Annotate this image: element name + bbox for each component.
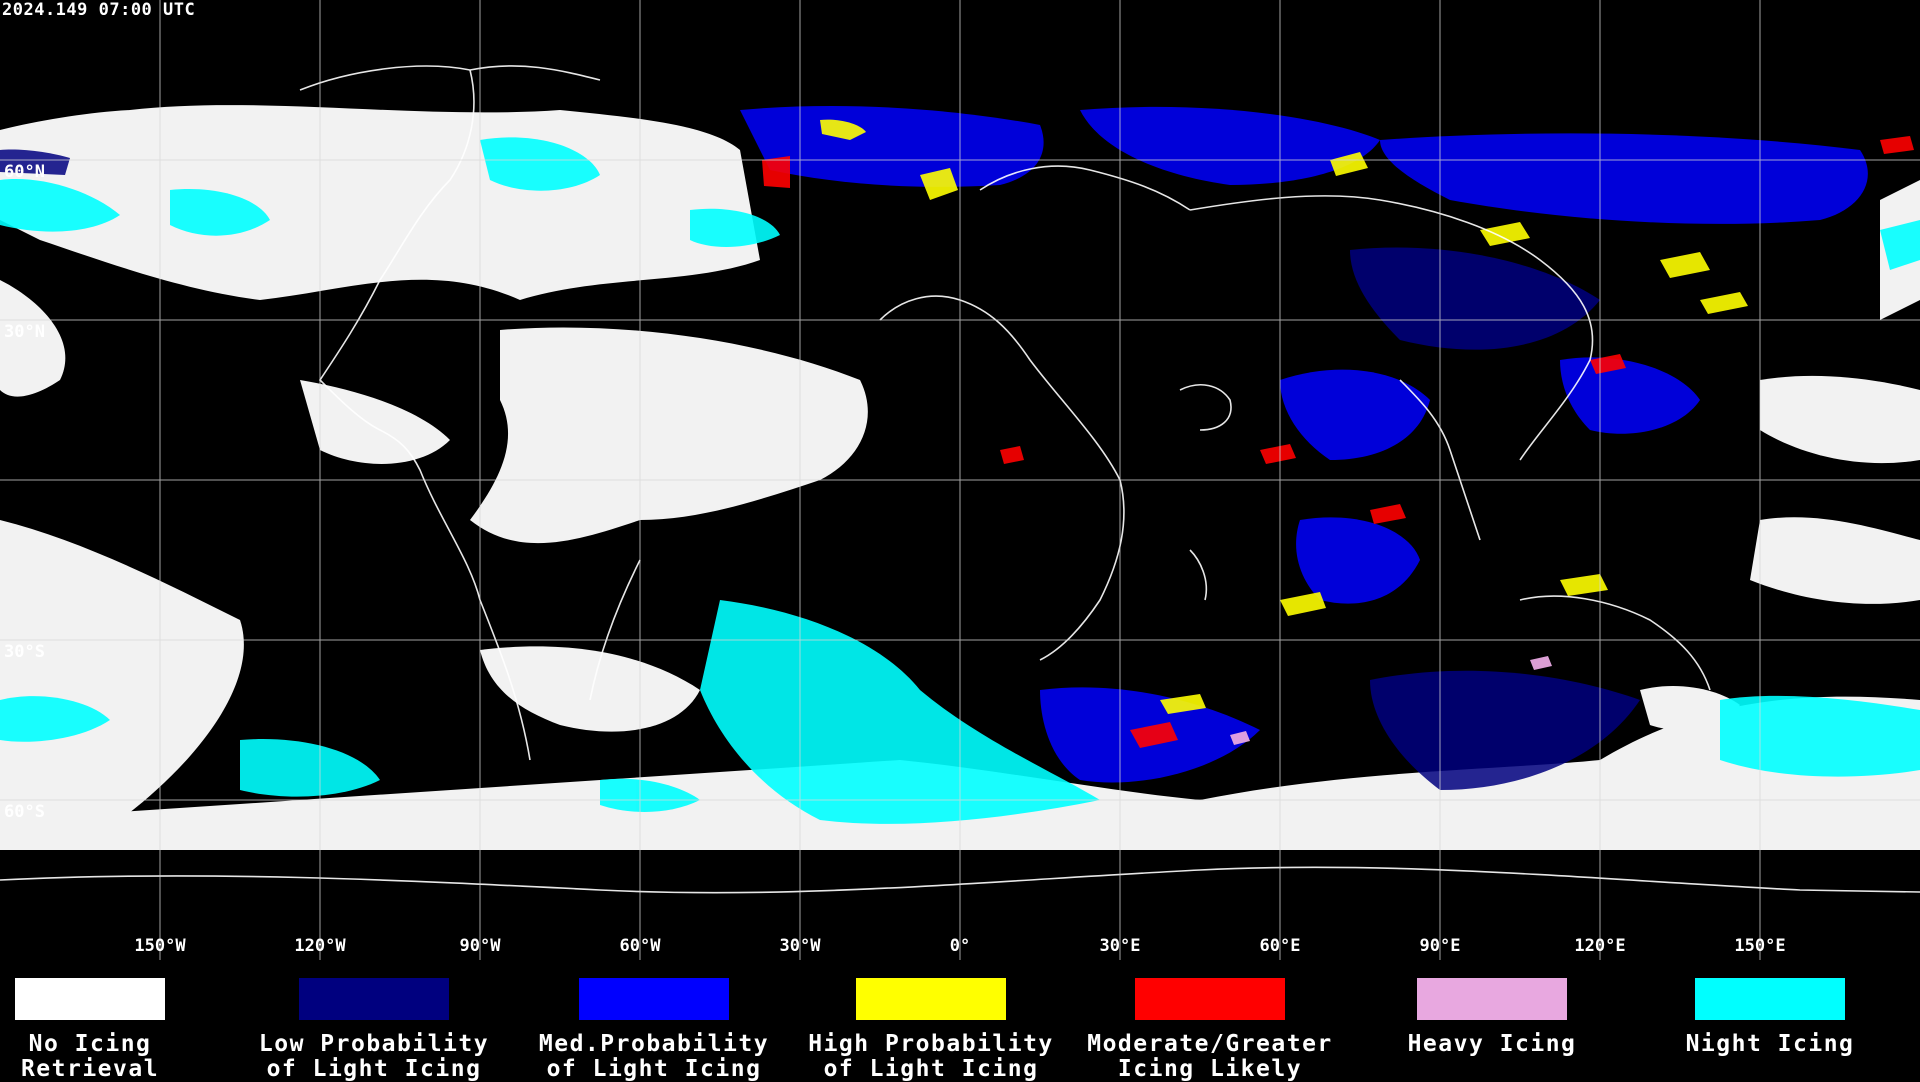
coastlines (0, 65, 1920, 894)
graticule (0, 0, 1920, 960)
legend: No Icing Retrieval Low Probability of Li… (0, 960, 1920, 1082)
longitude-label: 30°W (779, 936, 821, 956)
legend-swatch (856, 978, 1006, 1020)
icing-map (0, 0, 1920, 960)
latitude-label: 60°S (4, 802, 45, 822)
legend-label: Moderate/Greater Icing Likely (1087, 1031, 1333, 1082)
legend-item-high-probability: High Probability of Light Icing (791, 978, 1071, 1082)
legend-swatch (579, 978, 729, 1020)
legend-swatch (299, 978, 449, 1020)
moderate-icing-regions (762, 136, 1914, 748)
legend-item-night-icing: Night Icing (1630, 978, 1910, 1057)
low-probability-regions (0, 149, 1640, 790)
legend-swatch (1135, 978, 1285, 1020)
longitude-label: 90°E (1419, 936, 1461, 956)
heavy-icing-regions (1230, 656, 1552, 745)
latitude-label: 30°S (4, 642, 45, 662)
legend-swatch (1695, 978, 1845, 1020)
latitude-label: 60°N (4, 162, 45, 182)
high-probability-regions (820, 119, 1748, 714)
longitude-label: 120°E (1574, 936, 1626, 956)
longitude-label: 0° (949, 936, 971, 956)
timestamp-label: 2024.149 07:00 UTC (2, 0, 196, 20)
legend-item-moderate-icing: Moderate/Greater Icing Likely (1070, 978, 1350, 1082)
legend-label: No Icing Retrieval (20, 1031, 160, 1082)
longitude-label: 60°W (619, 936, 661, 956)
longitude-label: 90°W (459, 936, 501, 956)
legend-item-low-probability: Low Probability of Light Icing (234, 978, 514, 1082)
longitude-label: 60°E (1259, 936, 1301, 956)
legend-swatch (15, 978, 165, 1020)
legend-label: High Probability of Light Icing (808, 1031, 1054, 1082)
longitude-label: 150°W (134, 936, 186, 956)
longitude-label: 30°E (1099, 936, 1141, 956)
longitude-label: 120°W (294, 936, 346, 956)
legend-label: Heavy Icing (1407, 1031, 1577, 1057)
legend-label: Med.Probability of Light Icing (538, 1031, 770, 1082)
medium-probability-regions (740, 105, 1868, 783)
legend-item-med-probability: Med.Probability of Light Icing (514, 978, 794, 1082)
legend-label: Night Icing (1685, 1031, 1855, 1057)
longitude-label: 150°E (1734, 936, 1786, 956)
legend-swatch (1417, 978, 1567, 1020)
legend-item-no-icing: No Icing Retrieval (0, 978, 230, 1082)
legend-label: Low Probability of Light Icing (258, 1031, 490, 1082)
latitude-label: 30°N (4, 322, 45, 342)
legend-item-heavy-icing: Heavy Icing (1352, 978, 1632, 1057)
